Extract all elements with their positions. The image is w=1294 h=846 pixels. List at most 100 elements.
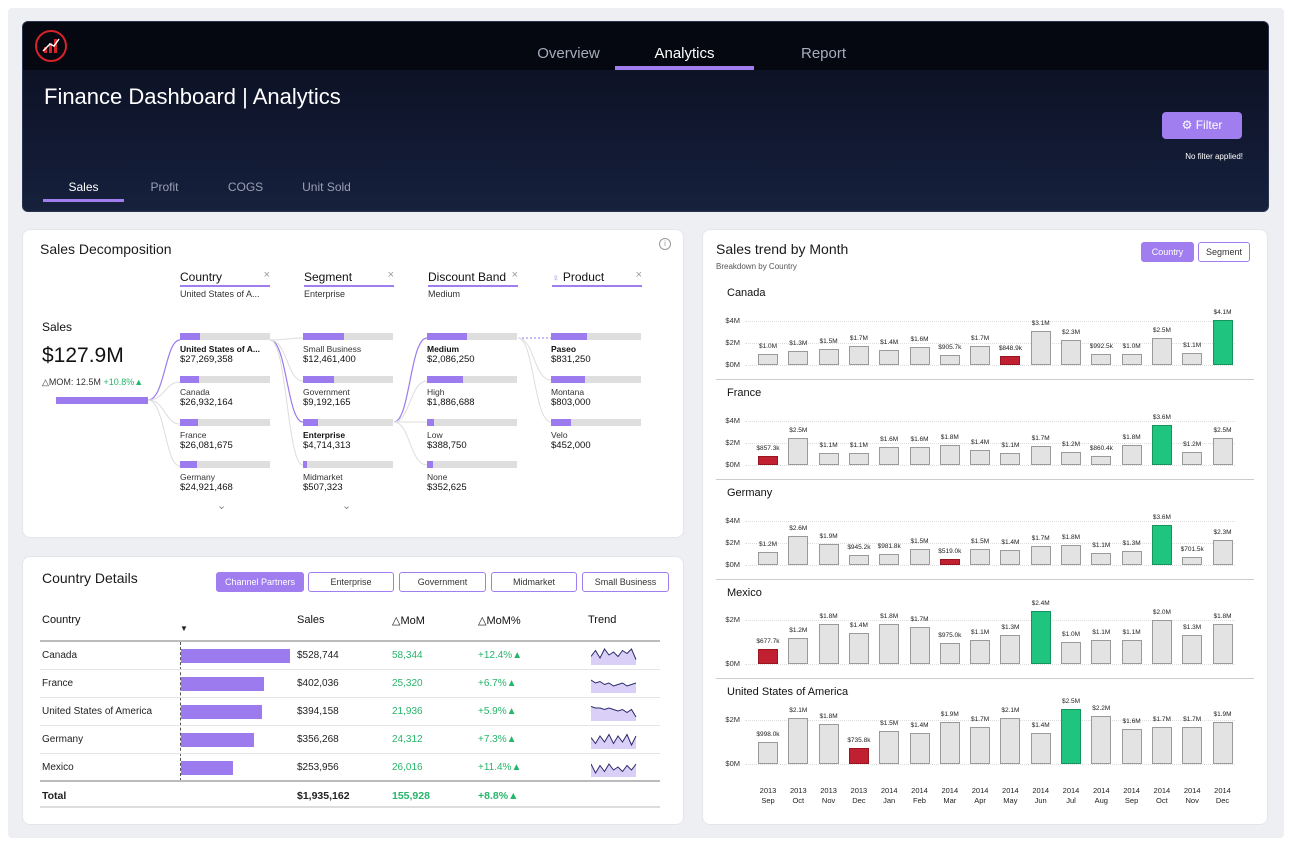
trend-bar[interactable] — [1000, 355, 1021, 365]
trend-bar[interactable] — [818, 348, 839, 365]
trend-bar[interactable] — [1000, 549, 1021, 565]
trend-bar[interactable] — [848, 554, 869, 565]
trend-bar[interactable] — [970, 548, 991, 565]
trend-bar[interactable] — [879, 731, 900, 764]
chip-midmarket[interactable]: Midmarket — [491, 572, 577, 592]
trend-bar[interactable] — [879, 447, 900, 465]
trend-bar[interactable] — [1182, 451, 1203, 465]
toggle-segment[interactable]: Segment — [1198, 242, 1250, 262]
nav-report[interactable]: Report — [800, 45, 847, 62]
trend-bar[interactable] — [1030, 546, 1051, 565]
trend-bar[interactable] — [1182, 352, 1203, 365]
table-row[interactable]: France $402,036 25,320 +6.7%▲ — [40, 670, 660, 698]
trend-bar[interactable] — [848, 346, 869, 365]
tab-cogs[interactable]: COGS — [227, 180, 264, 194]
trend-bar[interactable] — [758, 455, 778, 465]
trend-bar[interactable] — [788, 717, 809, 764]
trend-bar[interactable] — [848, 633, 869, 664]
decomp-node[interactable]: Small Business $12,461,400 — [303, 333, 393, 365]
column-header-trend[interactable]: Trend — [588, 614, 617, 626]
trend-bar[interactable] — [939, 642, 960, 664]
trend-bar[interactable] — [1061, 451, 1081, 465]
trend-bar[interactable] — [1212, 624, 1233, 664]
trend-bar[interactable] — [1091, 715, 1112, 764]
trend-bar[interactable] — [788, 637, 809, 664]
trend-bar[interactable] — [909, 447, 930, 465]
trend-bar[interactable] — [788, 350, 809, 365]
trend-bar[interactable] — [1121, 639, 1142, 664]
trend-bar[interactable] — [1030, 733, 1051, 764]
trend-bar[interactable] — [909, 626, 930, 664]
trend-bar[interactable] — [758, 742, 778, 764]
trend-bar[interactable] — [1061, 709, 1081, 764]
chip-government[interactable]: Government — [399, 572, 486, 592]
trend-bar[interactable] — [1212, 722, 1233, 764]
filter-button[interactable]: ⚙ Filter — [1162, 112, 1242, 139]
toggle-country[interactable]: Country — [1141, 242, 1194, 262]
trend-bar[interactable] — [1091, 455, 1112, 465]
trend-bar[interactable] — [1151, 525, 1172, 565]
trend-bar[interactable] — [1121, 550, 1142, 565]
info-icon[interactable]: i — [659, 238, 671, 250]
table-row[interactable]: United States of America $394,158 21,936 +5… — [40, 698, 660, 726]
decomp-header-segment[interactable]: Segment × — [304, 269, 394, 287]
nav-analytics[interactable]: Analytics — [615, 22, 754, 70]
close-icon[interactable]: × — [635, 269, 642, 281]
table-row[interactable]: Germany $356,268 24,312 +7.3%▲ — [40, 726, 660, 754]
trend-bar[interactable] — [879, 624, 900, 664]
trend-bar[interactable] — [939, 722, 960, 764]
decomp-node[interactable]: Velo $452,000 — [551, 419, 641, 451]
trend-bar[interactable] — [758, 551, 778, 565]
trend-bar[interactable] — [1182, 557, 1203, 565]
trend-bar[interactable] — [1030, 446, 1051, 465]
trend-bar[interactable] — [909, 733, 930, 764]
close-icon[interactable]: × — [511, 269, 518, 281]
decomp-node[interactable]: Canada $26,932,164 — [180, 376, 270, 408]
trend-bar[interactable] — [758, 354, 778, 365]
trend-bar[interactable] — [1091, 639, 1112, 664]
decomp-header-discount[interactable]: Discount Band × — [428, 269, 518, 287]
tab-sales[interactable]: Sales — [43, 180, 124, 202]
close-icon[interactable]: × — [263, 269, 270, 281]
trend-bar[interactable] — [788, 536, 809, 565]
trend-bar[interactable] — [970, 449, 991, 465]
table-row[interactable]: Mexico $253,956 26,016 +11.4%▲ — [40, 754, 660, 782]
chevron-down-icon[interactable]: ⌄ — [342, 500, 352, 512]
decomp-node[interactable]: Medium $2,086,250 — [427, 333, 517, 365]
trend-bar[interactable] — [879, 349, 900, 365]
trend-bar[interactable] — [1061, 545, 1081, 565]
trend-bar[interactable] — [1151, 726, 1172, 764]
trend-bar[interactable] — [1000, 452, 1021, 465]
decomp-node[interactable]: None $352,625 — [427, 461, 517, 493]
decomp-node[interactable]: High $1,886,688 — [427, 376, 517, 408]
trend-bar[interactable] — [939, 559, 960, 565]
trend-bar[interactable] — [1121, 354, 1142, 365]
trend-bar[interactable] — [1151, 620, 1172, 664]
close-icon[interactable]: × — [387, 269, 394, 281]
decomp-node[interactable]: Enterprise $4,714,313 — [303, 419, 393, 451]
trend-bar[interactable] — [1030, 330, 1051, 365]
decomp-node[interactable]: Midmarket $507,323 — [303, 461, 393, 493]
decomp-node[interactable]: Government $9,192,165 — [303, 376, 393, 408]
trend-bar[interactable] — [818, 452, 839, 465]
chip-channel-partners[interactable]: Channel Partners — [216, 572, 304, 592]
trend-bar[interactable] — [788, 437, 809, 465]
trend-bar[interactable] — [970, 639, 991, 664]
trend-bar[interactable] — [939, 355, 960, 365]
trend-bar[interactable] — [848, 747, 869, 764]
trend-bar[interactable] — [1091, 552, 1112, 565]
column-header-country[interactable]: Country — [42, 614, 81, 626]
decomp-header-country[interactable]: Country × — [180, 269, 270, 287]
decomp-node[interactable]: Low $388,750 — [427, 419, 517, 451]
trend-bar[interactable] — [909, 548, 930, 565]
trend-bar[interactable] — [1121, 445, 1142, 465]
decomp-node[interactable]: Germany $24,921,468 — [180, 461, 270, 493]
trend-bar[interactable] — [970, 726, 991, 764]
trend-bar[interactable] — [1212, 539, 1233, 565]
column-header-mom-pct[interactable]: △MoM% — [478, 615, 521, 627]
tab-profit[interactable]: Profit — [150, 180, 179, 194]
trend-bar[interactable] — [1182, 726, 1203, 764]
trend-bar[interactable] — [818, 624, 839, 664]
decomp-node[interactable]: Paseo $831,250 — [551, 333, 641, 365]
trend-bar[interactable] — [1212, 319, 1233, 365]
